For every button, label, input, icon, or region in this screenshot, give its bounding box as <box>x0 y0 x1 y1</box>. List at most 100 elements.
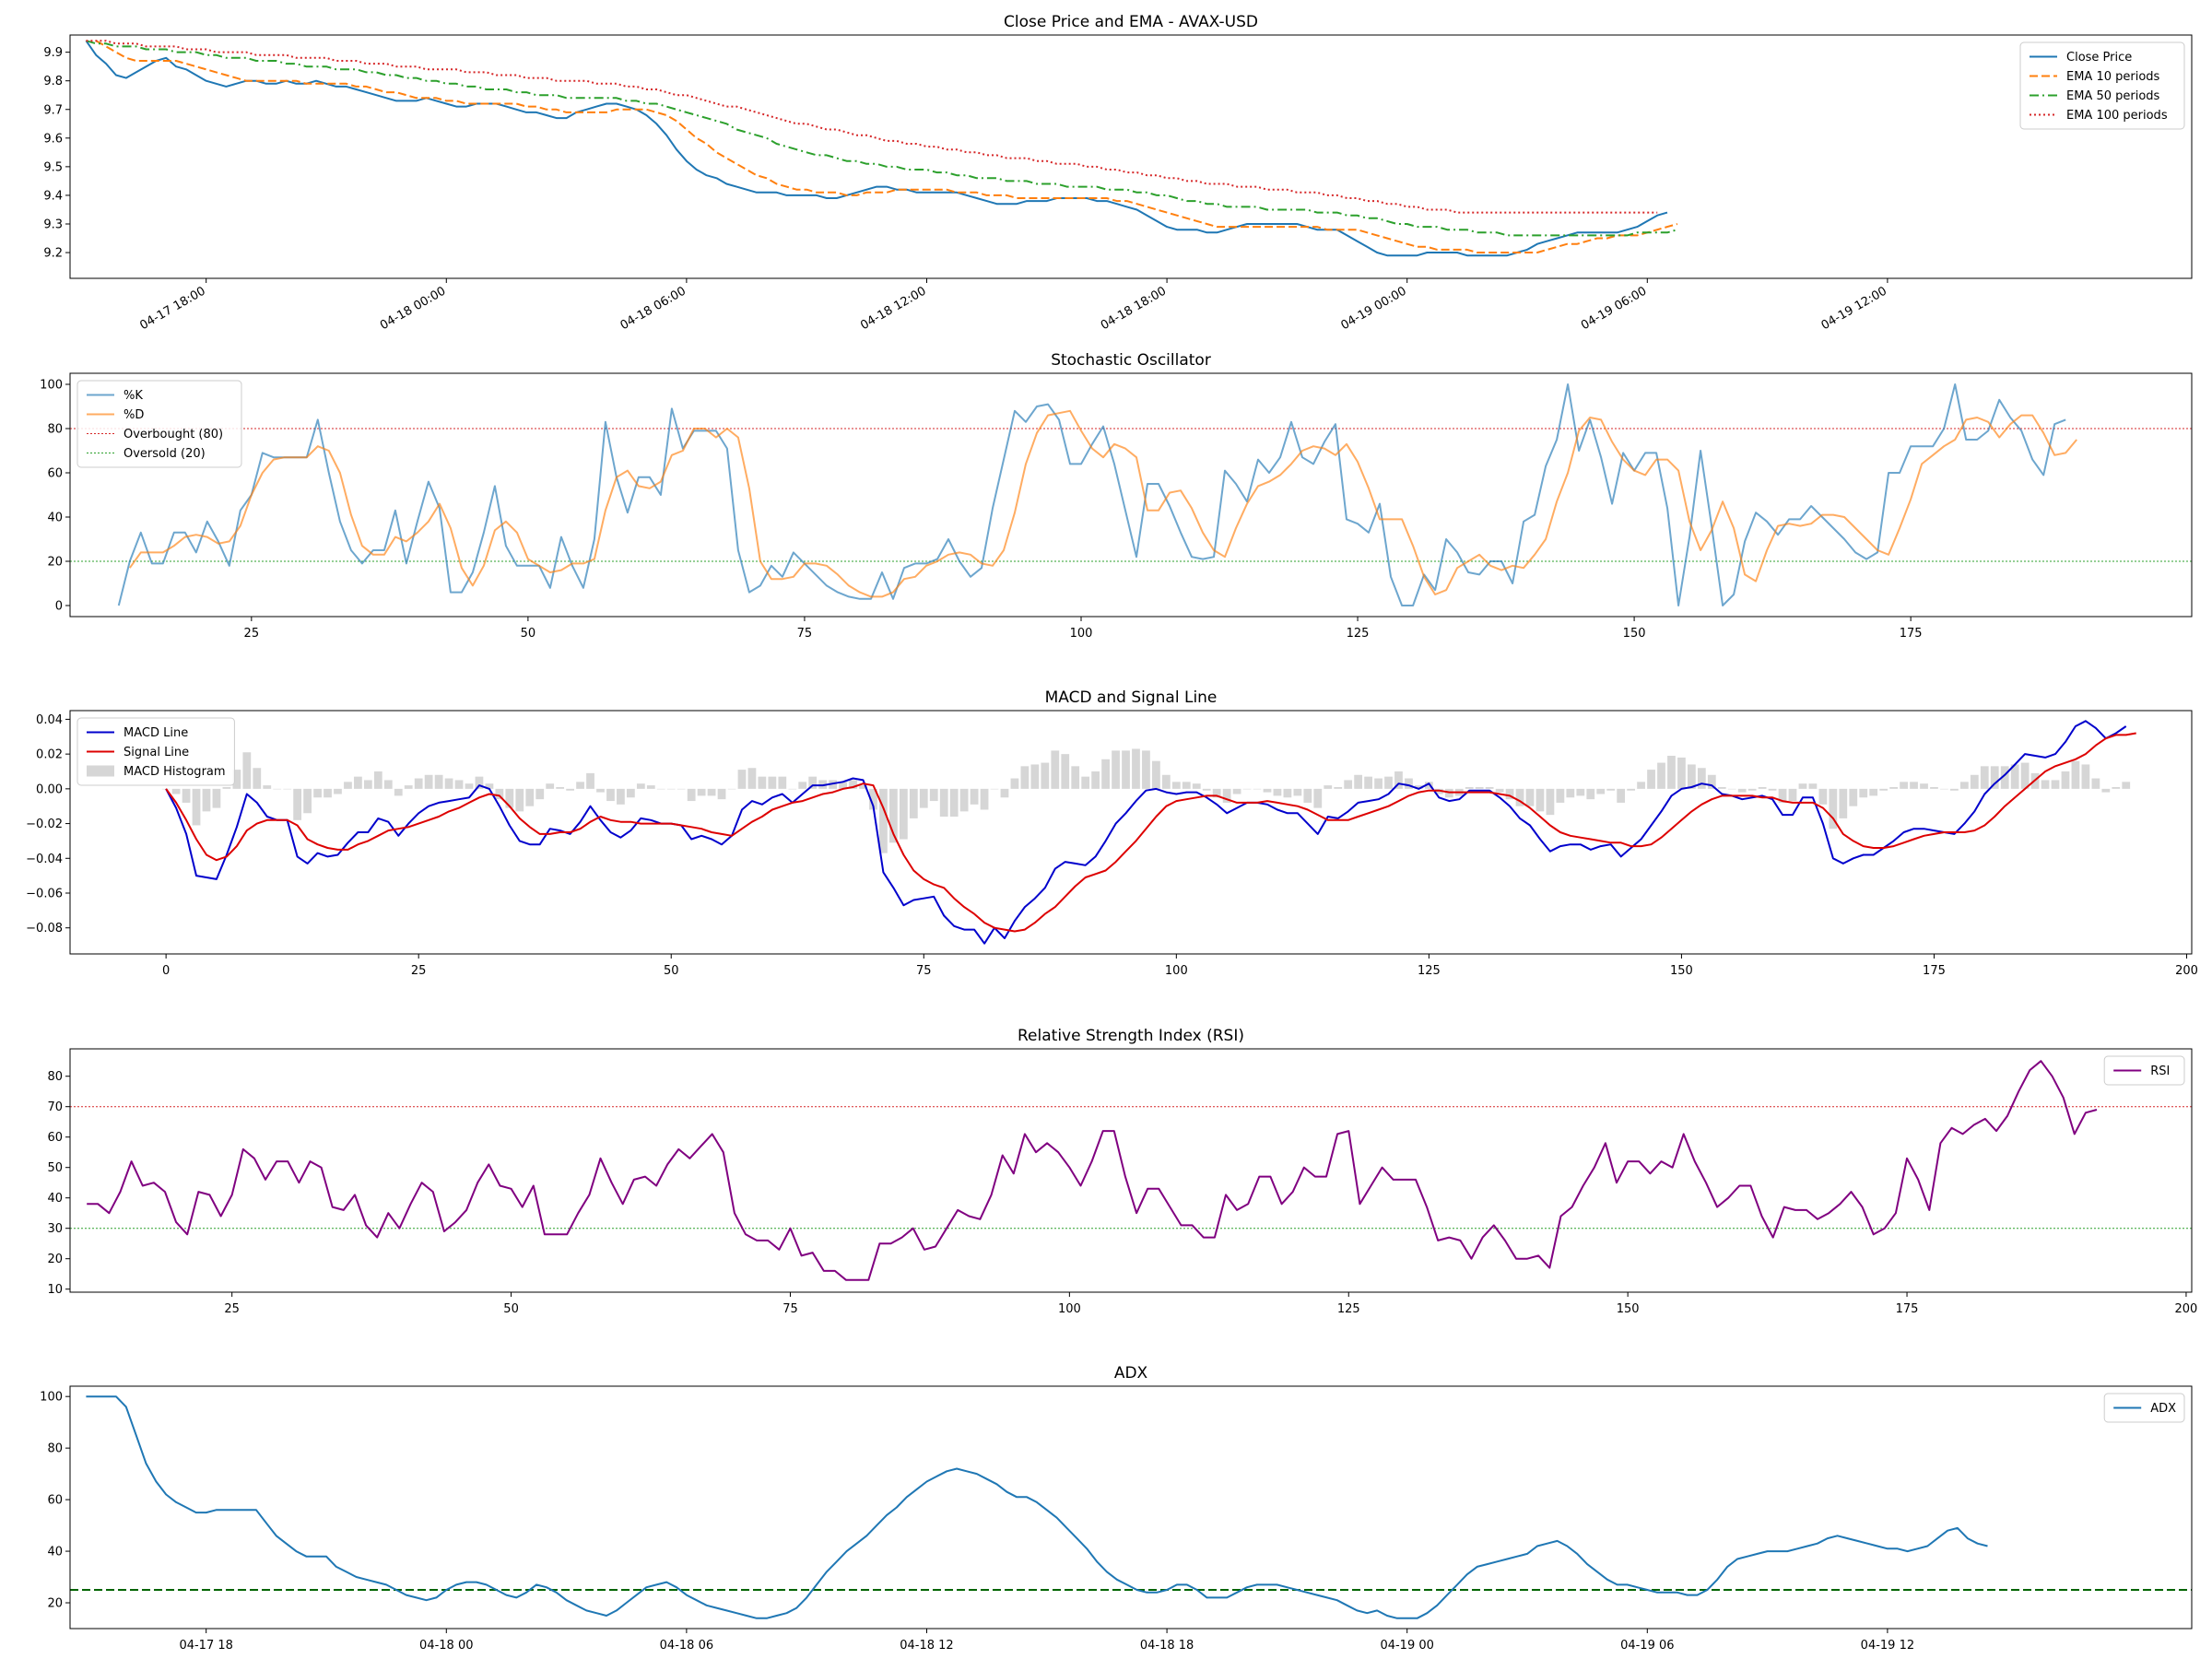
legend-label: %D <box>124 408 144 422</box>
x-tick-label: 50 <box>503 1302 519 1316</box>
y-tick-label: −0.06 <box>26 888 63 901</box>
histogram-bar <box>404 785 413 789</box>
histogram-bar <box>646 785 655 789</box>
histogram-bar <box>1171 782 1181 789</box>
histogram-bar <box>768 776 777 789</box>
histogram-bar <box>1920 783 1928 789</box>
histogram-bar <box>1637 782 1645 789</box>
histogram-bar <box>1182 782 1191 789</box>
histogram-bar <box>1667 756 1676 789</box>
chart-title: Close Price and EMA - AVAX-USD <box>1004 13 1258 31</box>
histogram-bar <box>1424 782 1433 789</box>
histogram-bar <box>434 774 443 789</box>
x-tick-label: 125 <box>1347 627 1370 641</box>
y-tick-label: 20 <box>47 556 63 570</box>
x-tick-label: 125 <box>1337 1302 1360 1316</box>
histogram-bar <box>454 780 464 789</box>
x-tick-label: 200 <box>2175 1302 2198 1316</box>
histogram-bar <box>939 788 948 818</box>
y-tick-label: 50 <box>47 1161 63 1175</box>
histogram-bar <box>505 788 514 808</box>
histogram-bar <box>1900 782 1908 789</box>
histogram-bar <box>1101 759 1110 789</box>
histogram-bar <box>1778 788 1787 803</box>
x-tick-label: 04-18 00:00 <box>378 284 448 333</box>
histogram-bar <box>1959 782 1969 789</box>
chart-title: MACD and Signal Line <box>1045 688 1218 707</box>
x-tick-label: 04-18 06 <box>660 1639 713 1653</box>
histogram-bar <box>192 788 201 826</box>
histogram-bar <box>1232 788 1241 794</box>
legend: MACD Line Signal Line MACD Histogram <box>76 717 235 786</box>
x-tick-label: 04-18 18 <box>1140 1639 1194 1653</box>
histogram-bar <box>2010 764 2019 789</box>
y-tick-label: −0.02 <box>26 818 63 831</box>
histogram-bar <box>627 788 635 798</box>
histogram-bar <box>617 788 625 805</box>
histogram-bar <box>1475 786 1484 789</box>
histogram-bar <box>1596 788 1606 794</box>
legend-label: MACD Histogram <box>124 765 226 779</box>
histogram-bar <box>535 788 545 800</box>
x-tick-label: 75 <box>916 964 932 978</box>
series-line-k <box>117 383 2066 606</box>
y-tick-label: 9.3 <box>43 218 63 231</box>
histogram-bar <box>414 778 423 789</box>
legend-label: MACD Line <box>124 726 188 740</box>
y-tick-label: 40 <box>47 1192 63 1206</box>
histogram-bar <box>1798 783 1807 789</box>
plot-area <box>85 40 1678 257</box>
y-tick-label: 9.4 <box>43 189 63 203</box>
histogram-bar <box>1132 748 1140 789</box>
y-tick-label: 100 <box>40 379 63 393</box>
histogram-bar <box>1879 788 1888 791</box>
legend-label: EMA 50 periods <box>2066 89 2160 103</box>
histogram-bar <box>576 782 584 789</box>
histogram-bar <box>1688 764 1696 789</box>
histogram-bar <box>1253 788 1262 790</box>
histogram-bar <box>313 788 322 798</box>
histogram-bar <box>1324 785 1333 789</box>
x-tick-label: 04-18 12 <box>900 1639 953 1653</box>
histogram-bar <box>909 788 918 818</box>
histogram-bar <box>253 768 262 789</box>
x-tick-label: 50 <box>521 627 536 641</box>
histogram-bar <box>1737 788 1747 793</box>
x-tick-label: 75 <box>782 1302 798 1316</box>
histogram-bar <box>556 786 565 789</box>
x-tick-label: 50 <box>664 964 679 978</box>
histogram-bar <box>758 776 767 789</box>
histogram-bar <box>656 788 665 790</box>
histogram-bar <box>1586 788 1595 800</box>
x-tick-label: 04-19 12 <box>1861 1639 1914 1653</box>
histogram-bar <box>717 788 726 800</box>
x-tick-label: 150 <box>1670 964 1693 978</box>
histogram-bar <box>1081 776 1090 789</box>
histogram-bar <box>1071 766 1080 789</box>
histogram-bar <box>1566 788 1575 798</box>
histogram-bar <box>566 788 574 791</box>
series-line-rsi <box>87 1060 2098 1281</box>
y-tick-label: 80 <box>47 1070 63 1084</box>
histogram-bar <box>242 752 252 789</box>
legend-label: Signal Line <box>124 746 189 759</box>
histogram-bar <box>1112 750 1120 789</box>
plot-area <box>70 383 2192 606</box>
histogram-bar <box>849 780 857 789</box>
histogram-bar <box>1606 788 1616 791</box>
histogram-bar <box>1515 788 1524 806</box>
x-tick-label: 0 <box>162 964 170 978</box>
x-tick-label: 04-19 00 <box>1380 1639 1433 1653</box>
x-tick-label: 175 <box>1896 1302 1919 1316</box>
plot-area <box>70 1395 2192 1619</box>
histogram-bar <box>1950 788 1959 791</box>
histogram-bar <box>1818 788 1828 805</box>
y-tick-label: 20 <box>47 1253 63 1266</box>
plot-area <box>70 1060 2192 1281</box>
histogram-bar <box>1768 788 1777 791</box>
histogram-bar <box>394 788 403 796</box>
histogram-bar <box>1415 785 1423 789</box>
histogram-bar <box>324 788 332 798</box>
histogram-bar <box>485 783 494 789</box>
y-tick-label: 40 <box>47 512 63 525</box>
